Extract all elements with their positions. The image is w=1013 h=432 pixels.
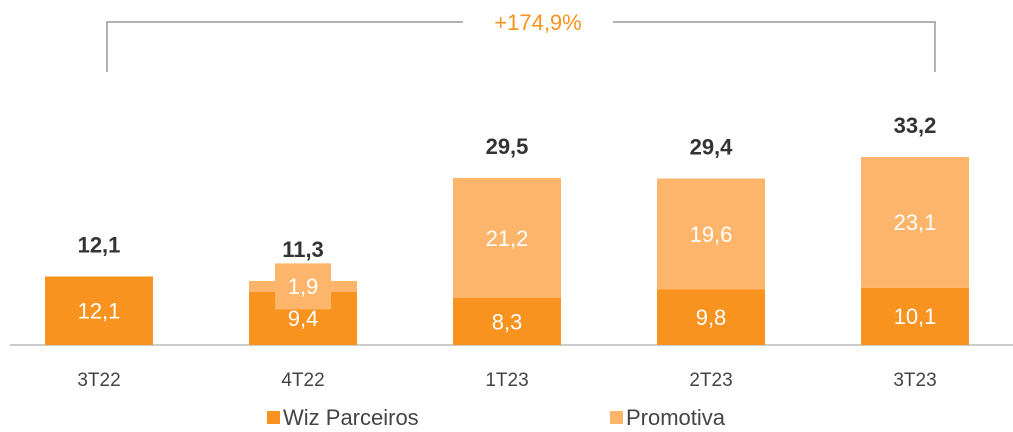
bar-segment xyxy=(45,276,153,345)
label-background xyxy=(683,211,739,258)
bar-segment xyxy=(657,289,765,345)
value-label: 21,2 xyxy=(486,226,529,251)
value-label: 23,1 xyxy=(894,210,937,235)
growth-bracket xyxy=(106,21,936,72)
legend-swatch xyxy=(610,411,623,424)
value-label: 9,8 xyxy=(696,305,727,330)
value-label: 8,3 xyxy=(492,309,523,334)
legend-label: Wiz Parceiros xyxy=(283,405,419,430)
growth-annotation: +174,9% xyxy=(494,10,581,35)
legend-label: Promotiva xyxy=(626,405,726,430)
value-label: 12,1 xyxy=(78,299,121,324)
x-tick-label: 3T22 xyxy=(77,370,120,391)
total-label: 12,1 xyxy=(78,232,121,257)
total-label: 29,5 xyxy=(486,134,529,159)
x-tick-label: 4T22 xyxy=(281,370,324,391)
value-label: 10,1 xyxy=(894,304,937,329)
bar-segment xyxy=(453,298,561,345)
value-label: 19,6 xyxy=(690,222,733,247)
value-label: 1,9 xyxy=(288,274,319,299)
x-tick-label: 1T23 xyxy=(485,370,528,391)
label-background xyxy=(275,263,331,310)
label-background xyxy=(887,199,943,246)
label-background xyxy=(479,214,535,261)
total-label: 33,2 xyxy=(894,113,937,138)
bar-segment xyxy=(861,287,969,345)
x-tick-label: 2T23 xyxy=(689,370,732,391)
total-label: 29,4 xyxy=(690,134,734,159)
total-label: 11,3 xyxy=(282,237,324,262)
legend-swatch xyxy=(267,411,280,424)
value-label: 9,4 xyxy=(288,306,319,331)
x-tick-label: 3T23 xyxy=(893,370,936,391)
